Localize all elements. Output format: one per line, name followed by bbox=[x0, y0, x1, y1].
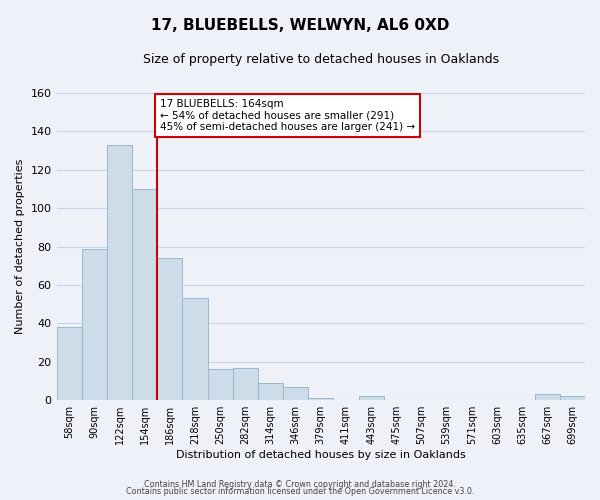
Text: 17 BLUEBELLS: 164sqm
← 54% of detached houses are smaller (291)
45% of semi-deta: 17 BLUEBELLS: 164sqm ← 54% of detached h… bbox=[160, 99, 415, 132]
Text: 17, BLUEBELLS, WELWYN, AL6 0XD: 17, BLUEBELLS, WELWYN, AL6 0XD bbox=[151, 18, 449, 32]
Bar bbox=[258, 383, 283, 400]
Text: Contains public sector information licensed under the Open Government Licence v3: Contains public sector information licen… bbox=[126, 487, 474, 496]
Bar bbox=[208, 370, 233, 400]
Bar bbox=[132, 189, 157, 400]
Title: Size of property relative to detached houses in Oaklands: Size of property relative to detached ho… bbox=[143, 52, 499, 66]
Bar bbox=[560, 396, 585, 400]
Bar bbox=[182, 298, 208, 400]
Bar bbox=[308, 398, 334, 400]
Bar bbox=[56, 328, 82, 400]
Text: Contains HM Land Registry data © Crown copyright and database right 2024.: Contains HM Land Registry data © Crown c… bbox=[144, 480, 456, 489]
Bar bbox=[157, 258, 182, 400]
Bar bbox=[107, 145, 132, 400]
Bar bbox=[82, 248, 107, 400]
Bar bbox=[359, 396, 383, 400]
X-axis label: Distribution of detached houses by size in Oaklands: Distribution of detached houses by size … bbox=[176, 450, 466, 460]
Y-axis label: Number of detached properties: Number of detached properties bbox=[15, 159, 25, 334]
Bar bbox=[283, 387, 308, 400]
Bar bbox=[535, 394, 560, 400]
Bar bbox=[233, 368, 258, 400]
